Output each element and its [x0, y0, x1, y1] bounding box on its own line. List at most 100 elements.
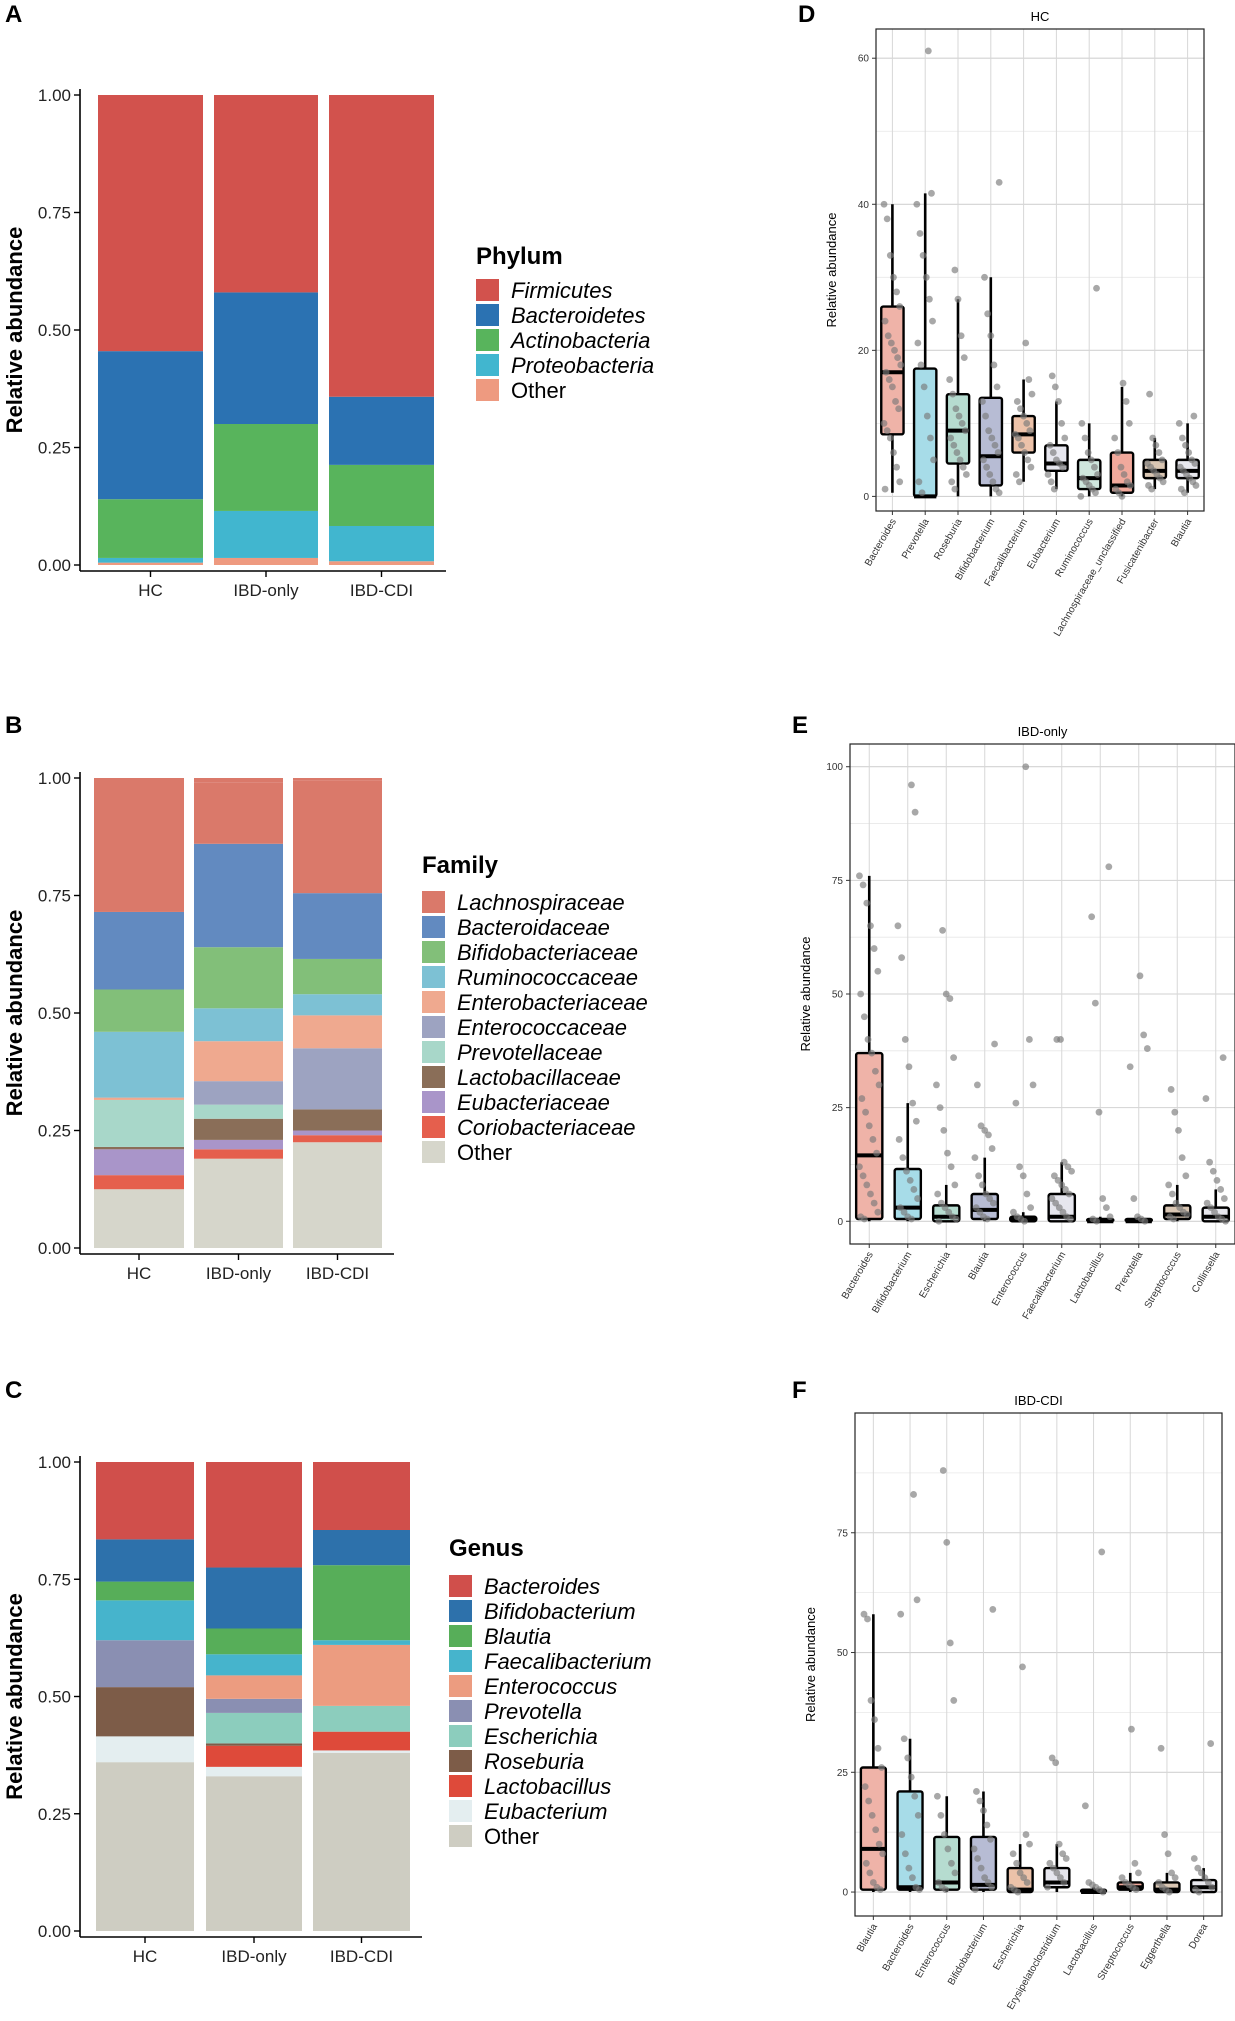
data-point [1056, 1874, 1064, 1882]
bar-segment-lachnospiraceae-hc [94, 778, 184, 912]
bar-segment-enterobacteriaceae-ibd-only [194, 1041, 283, 1082]
data-point [912, 1117, 920, 1125]
data-point [896, 303, 904, 310]
x-tick-label-eubacterium: Eubacterium [1025, 517, 1063, 571]
data-point [1126, 1063, 1134, 1071]
data-point [1102, 1204, 1110, 1212]
data-point [971, 1154, 979, 1162]
data-point [1018, 441, 1025, 449]
data-point [899, 1154, 907, 1162]
bar-segment-bacteroidetes-hc [98, 351, 203, 500]
x-tick-label-bifidobacterium: Bifidobacterium [946, 1922, 990, 1987]
data-point [987, 1835, 994, 1843]
data-point [1087, 456, 1095, 464]
panel-letter: D [798, 1, 815, 28]
legend-label-bacteroidetes: Bacteroidetes [511, 303, 646, 328]
data-point [887, 339, 895, 347]
data-point [973, 1788, 980, 1795]
bar-segment-bifidobacterium-hc [96, 1539, 194, 1582]
data-point [1054, 1176, 1062, 1184]
data-point [1046, 441, 1054, 449]
data-point [1025, 376, 1033, 383]
data-point [1222, 1217, 1229, 1225]
data-point [1019, 1172, 1027, 1180]
bar-segment-firmicutes-ibd-only [214, 95, 318, 293]
data-point [1047, 478, 1055, 486]
data-point [885, 376, 893, 383]
data-point [930, 456, 937, 464]
panel-e: E IBD-only 0 25 50 75 100 Relative abundance Bac… [792, 712, 1235, 1321]
x-tick-label-blautia: Blautia [967, 1250, 992, 1282]
data-point [1136, 972, 1144, 980]
data-point [874, 1208, 882, 1216]
data-point [1192, 482, 1200, 489]
legend-label-proteobacteria: Proteobacteria [511, 353, 654, 378]
box-blautia [970, 1040, 1000, 1223]
data-point [1171, 1108, 1179, 1116]
data-point [857, 990, 865, 998]
data-point [1172, 1199, 1180, 1207]
data-point [1055, 1204, 1063, 1212]
bar-segment-bacteroidetes-ibd-only [214, 292, 318, 424]
bar-segment-eubacterium-ibd-only [206, 1766, 302, 1777]
x-tick-label-bifidobacterium: Bifidobacterium [870, 1250, 914, 1315]
bar-segment-eubacterium-ibd-cdi [313, 1750, 410, 1753]
data-point [1060, 1879, 1068, 1886]
legend-swatch-lactobacillaceae [422, 1066, 445, 1088]
y-tick-label: 0.25 [38, 1805, 71, 1824]
y-tick-label: 50 [837, 1648, 849, 1659]
data-point [862, 1859, 870, 1867]
data-point [1146, 390, 1153, 398]
data-point [1026, 1840, 1033, 1848]
data-point [942, 990, 950, 998]
data-point [983, 1821, 991, 1829]
data-point [1143, 1045, 1151, 1052]
y-tick-label: 50 [832, 990, 844, 1001]
legend-swatch-lactobacillus [449, 1775, 472, 1797]
data-point [860, 1013, 868, 1021]
data-point [1091, 999, 1099, 1007]
legend-swatch-escherichia [449, 1725, 472, 1747]
panel-d: D HC 0 20 40 60 Relative abundance Bacteroides P… [798, 1, 1205, 639]
data-point [898, 1831, 906, 1838]
data-point [918, 489, 926, 497]
data-point [951, 266, 959, 274]
data-point [1105, 863, 1113, 871]
data-point [1175, 1126, 1182, 1134]
data-point [1065, 1190, 1073, 1198]
data-point [1028, 390, 1036, 398]
data-point [908, 1874, 916, 1882]
bar-segment-coriobacteriaceae-ibd-cdi [293, 1135, 382, 1143]
data-point [895, 1136, 903, 1143]
data-point [1131, 1859, 1139, 1867]
bar-segment-bifidobacteriaceae-hc [94, 989, 184, 1032]
data-point [917, 361, 925, 369]
data-point [1062, 1186, 1069, 1193]
data-point [892, 398, 899, 405]
y-tick-label: 0.75 [38, 204, 71, 223]
data-point [883, 215, 891, 223]
data-point [1016, 1163, 1023, 1171]
data-point [981, 273, 988, 281]
data-point [1057, 1036, 1064, 1043]
data-point [901, 1850, 909, 1858]
y-tick-label: 1.00 [38, 86, 71, 105]
data-point [1055, 398, 1062, 405]
bar-segment-lactobacillus-ibd-only [206, 1745, 302, 1767]
data-point [922, 273, 930, 281]
data-point [1052, 1759, 1060, 1767]
x-tick-label-lactobacillus: Lactobacillus [1062, 1922, 1100, 1978]
box-faecalibacterium [1047, 1036, 1077, 1223]
bar-segment-prevotella-ibd-only [206, 1698, 302, 1713]
legend-swatch-prevotellaceae [422, 1041, 445, 1063]
legend-swatch-enterobacteriaceae [422, 991, 445, 1013]
data-point [1066, 1215, 1074, 1223]
legend-label-escherichia: Escherichia [484, 1724, 598, 1749]
panel-f: F IBD-CDI 0 25 50 75 Relative abundance Blautia… [792, 1377, 1223, 2012]
data-point [1194, 1864, 1202, 1872]
data-point [994, 449, 1002, 456]
data-point [1128, 1725, 1135, 1733]
x-tick-label-bacteroides: Bacteroides [863, 517, 899, 568]
data-point [1059, 463, 1067, 471]
data-point [1120, 471, 1128, 478]
